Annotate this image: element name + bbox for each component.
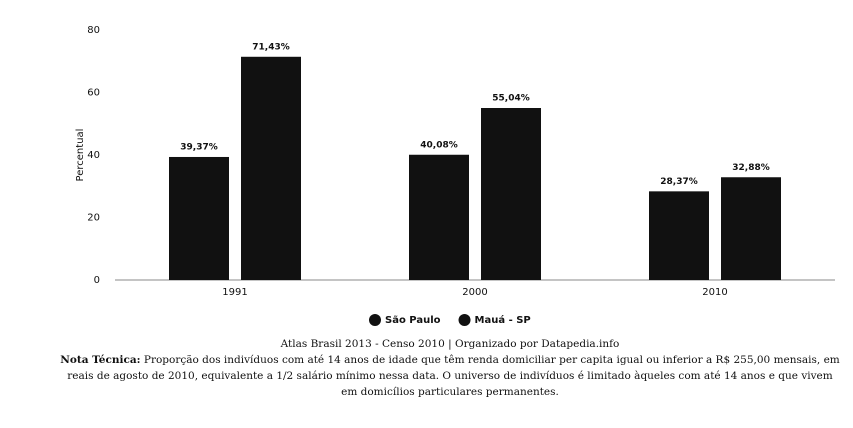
- bar: [169, 156, 229, 280]
- note-block: Nota Técnica: Proporção dos indivíduos c…: [60, 352, 840, 400]
- y-tick-label: 0: [94, 275, 100, 286]
- bar: [481, 108, 541, 280]
- y-tick-label: 80: [87, 25, 100, 36]
- value-label: 39,37%: [180, 142, 218, 152]
- chart: Percentual 0 20 40 60 80 1991 39,37% 71,43% 2000…: [75, 25, 835, 326]
- y-tick-label: 60: [87, 88, 100, 99]
- value-label: 32,88%: [732, 163, 770, 173]
- legend-marker: [369, 314, 381, 326]
- note: Proporção dos indivíduos com até 14 anos…: [67, 354, 840, 398]
- y-axis-title: Percentual: [75, 129, 86, 182]
- value-label: 28,37%: [660, 177, 698, 187]
- bar: [409, 154, 469, 280]
- note-label: Nota Técnica:: [60, 354, 141, 366]
- x-tick-label: 2010: [702, 287, 727, 298]
- legend-marker: [458, 314, 471, 326]
- legend-label: São Paulo: [385, 315, 441, 326]
- value-label: 40,08%: [420, 140, 458, 150]
- value-label: 55,04%: [492, 94, 530, 104]
- bar: [649, 191, 709, 280]
- value-label: 71,43%: [252, 42, 290, 52]
- y-tick-label: 20: [87, 213, 100, 224]
- x-tick-label: 1991: [222, 287, 247, 298]
- footer: Atlas Brasil 2013 - Censo 2010 | Organiz…: [60, 336, 840, 400]
- source: Atlas Brasil 2013 - Censo 2010 | Organiz…: [280, 338, 620, 350]
- legend-label: Mauá - SP: [475, 314, 531, 326]
- bar: [721, 177, 781, 280]
- x-tick-label: 2000: [462, 287, 487, 298]
- y-tick-label: 40: [87, 150, 100, 161]
- bar: [241, 56, 301, 280]
